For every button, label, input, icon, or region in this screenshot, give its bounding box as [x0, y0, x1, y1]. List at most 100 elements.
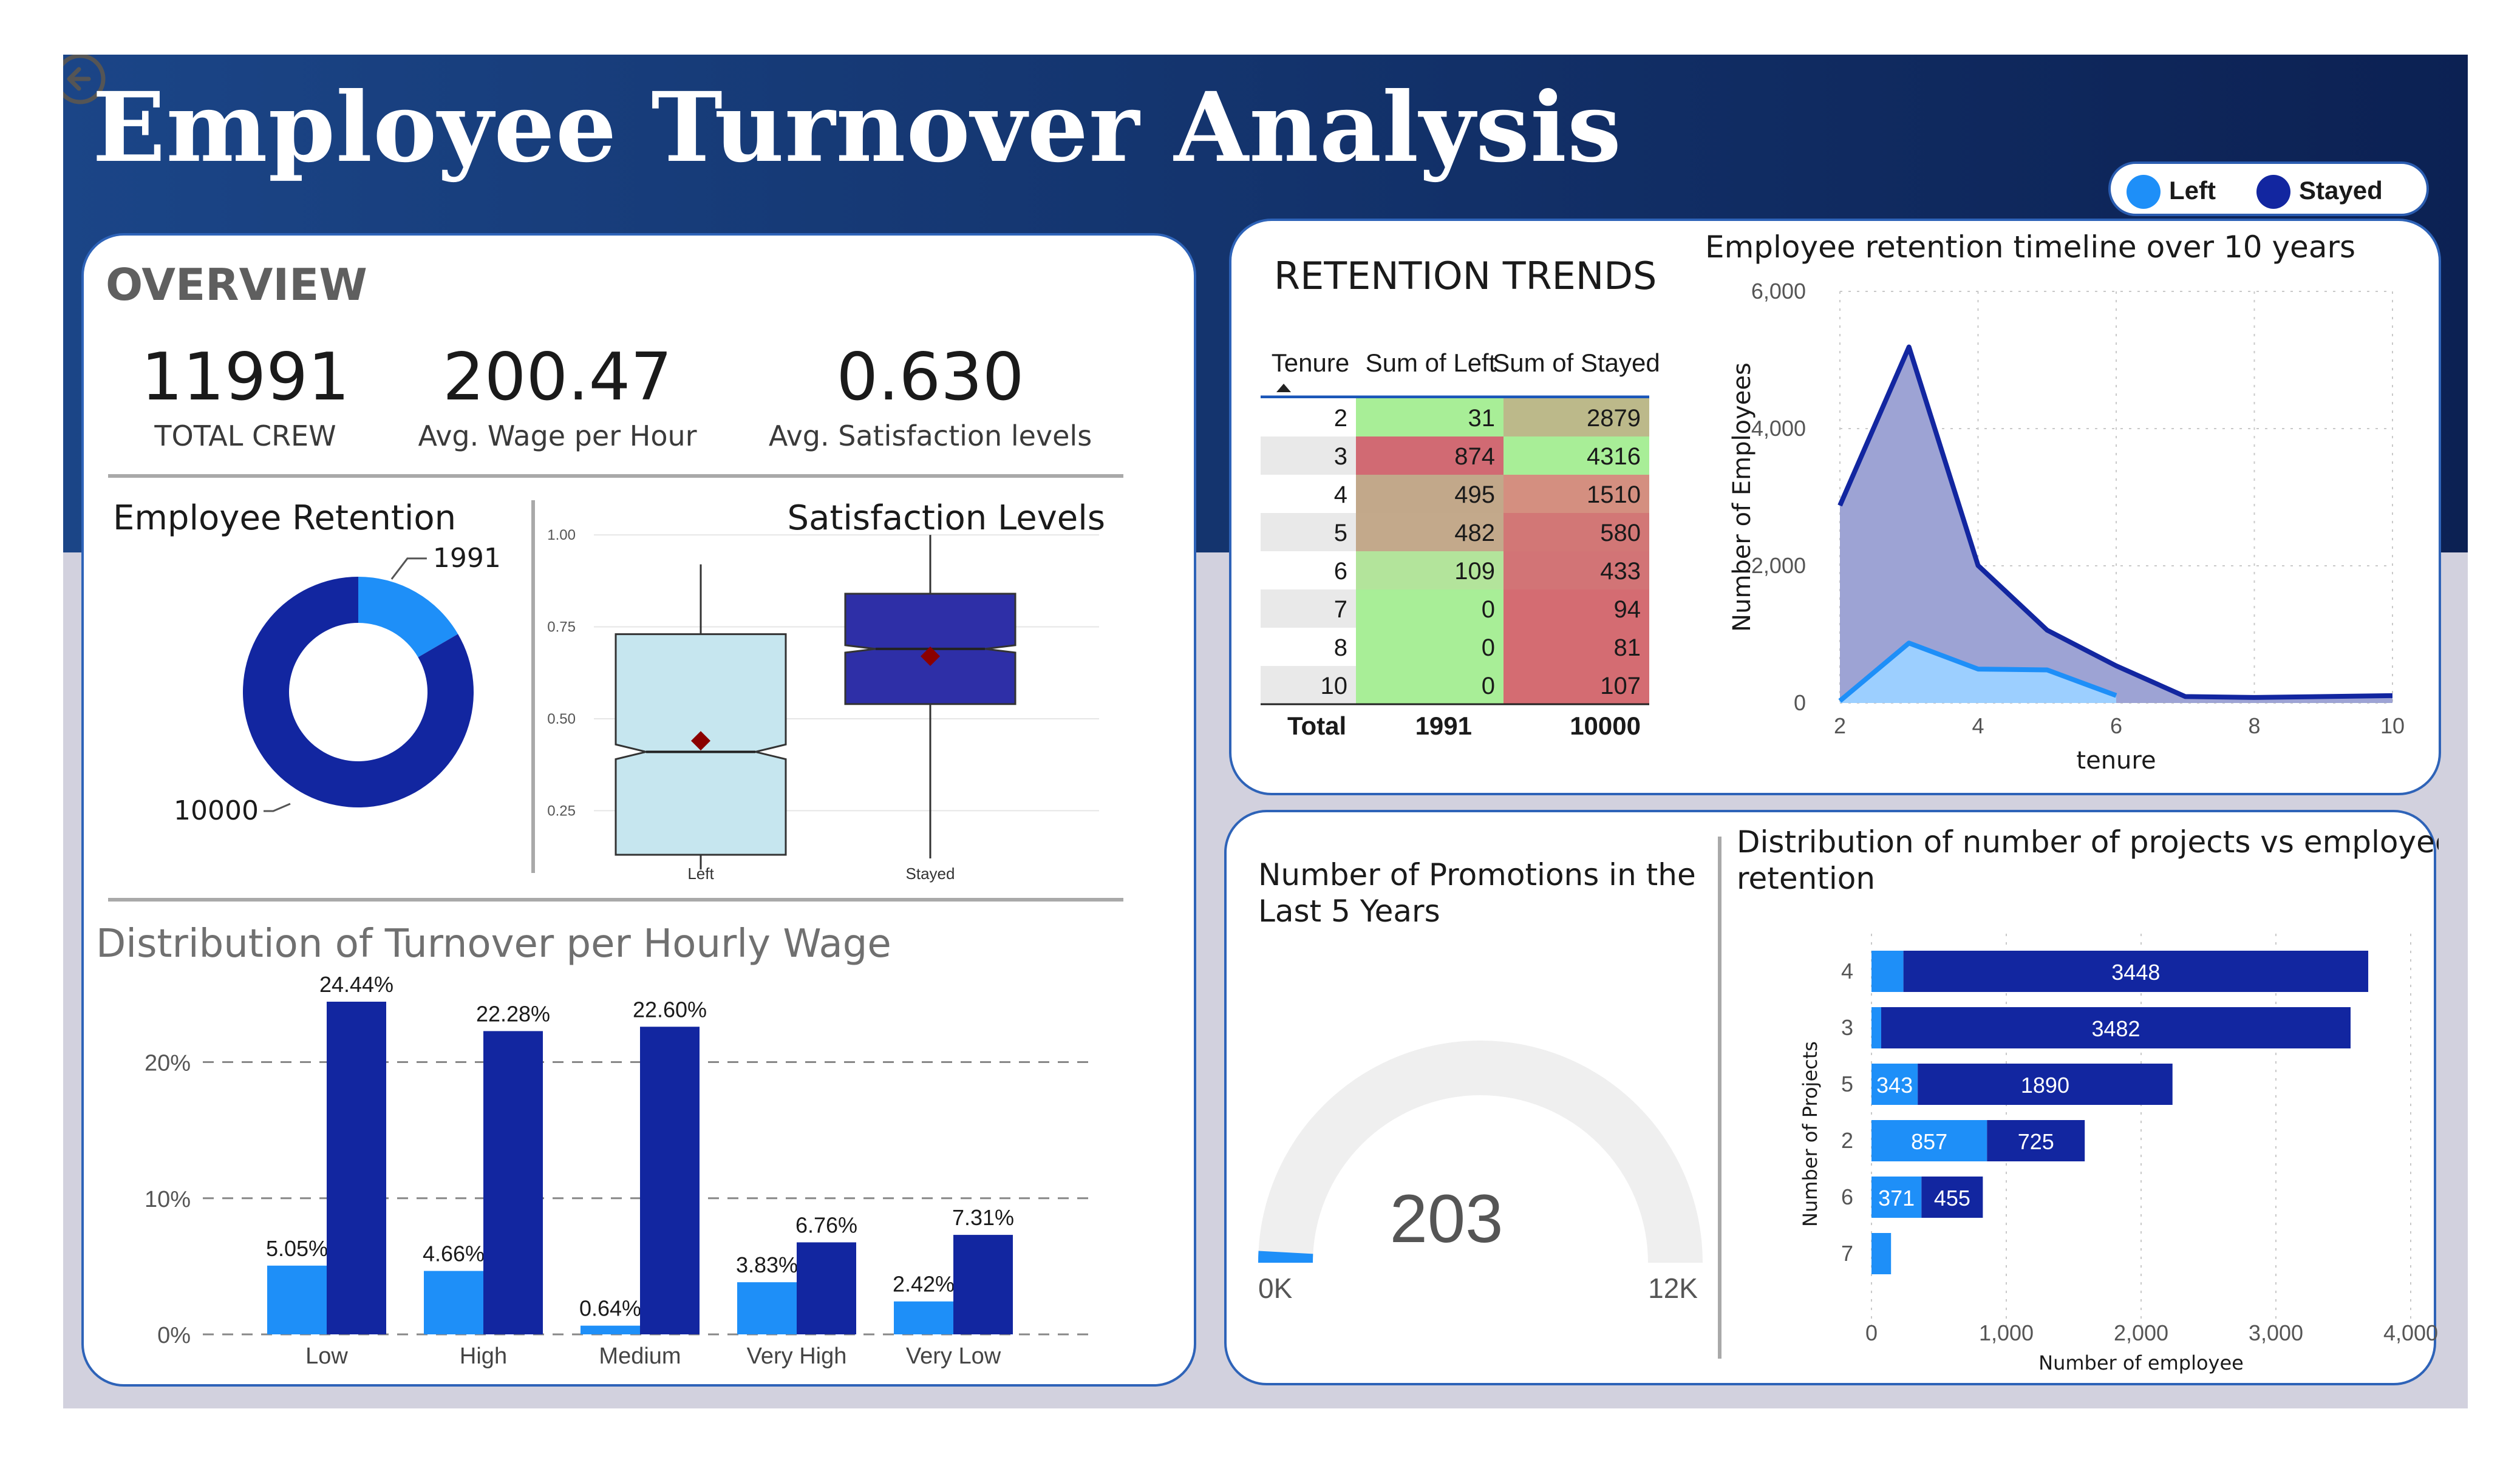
wage-data-label: 6.76% — [795, 1212, 857, 1237]
projects-data-label: 455 — [1934, 1186, 1970, 1211]
projects-y-tick: 7 — [1841, 1241, 1853, 1266]
projects-data-label: 1890 — [2021, 1073, 2069, 1098]
donut-leader-left — [390, 557, 427, 580]
wage-data-label: 24.44% — [319, 972, 393, 997]
projects-x-tick: 3,000 — [2249, 1320, 2303, 1345]
projects-y-tick: 2 — [1841, 1128, 1853, 1153]
overview-card: OVERVIEW 11991 TOTAL CREW 200.47 Avg. Wa… — [81, 233, 1196, 1387]
table-tenure-cell — [1261, 398, 1356, 436]
wage-data-label: 5.05% — [266, 1236, 328, 1261]
projects-x-axis-title: Number of employee — [2038, 1351, 2244, 1374]
page-title: Employee Turnover Analysis — [92, 72, 1622, 184]
timeline-area-chart: 0 2,000 4,000 6,000 2 4 6 8 10 tenure Number of Em… — [1728, 279, 2405, 775]
wage-x-label: Very High — [747, 1343, 847, 1369]
projects-title-line1: Distribution of number of projects vs em… — [1737, 824, 2439, 860]
wage-y-tick: 10% — [145, 1187, 191, 1212]
timeline-y-tick: 4,000 — [1751, 416, 1806, 441]
table-header-tenure: Tenure — [1272, 348, 1349, 377]
projects-bar-chart: 0 1,000 2,000 3,000 4,000 3448 4 3482 3 343 1890 5 8… — [1799, 934, 2438, 1374]
box-y-tick: 0.50 — [547, 711, 576, 727]
timeline-x-tick: 10 — [2380, 713, 2405, 738]
timeline-y-tick: 0 — [1794, 690, 1806, 715]
table-left-cell — [1356, 551, 1503, 589]
timeline-title: Employee retention timeline over 10 year… — [1705, 229, 2355, 265]
table-stayed-cell — [1503, 475, 1649, 513]
sort-arrow-icon — [1276, 384, 1291, 392]
table-left-cell — [1356, 436, 1503, 475]
table-header-stayed: Sum of Stayed — [1493, 348, 1660, 377]
table-left-value: 0 — [1482, 634, 1495, 661]
table-tenure-value: 6 — [1334, 558, 1347, 585]
table-left-value: 0 — [1482, 673, 1495, 699]
table-left-value: 0 — [1482, 596, 1495, 623]
timeline-line-left — [1838, 640, 2117, 703]
table-left-cell — [1356, 398, 1503, 436]
box-mean-marker — [921, 647, 940, 666]
projects-bar-left — [1871, 1120, 1987, 1161]
projects-bar-stayed — [1918, 1064, 2173, 1105]
box-x-label: Stayed — [906, 864, 955, 883]
table-left-value: 482 — [1454, 520, 1495, 546]
table-stayed-cell — [1503, 513, 1649, 551]
retention-donut-title: Employee Retention — [113, 498, 456, 538]
table-left-cell — [1356, 589, 1503, 628]
table-tenure-value: 7 — [1334, 596, 1347, 623]
retention-trends-card: RETENTION TRENDS Tenure Sum of Left Sum of… — [1229, 219, 2441, 795]
table-tenure-cell — [1261, 589, 1356, 628]
wage-bar-left — [424, 1271, 483, 1334]
table-tenure-value: 8 — [1334, 634, 1347, 661]
wage-bar-left — [737, 1282, 797, 1334]
dashboard-canvas: Employee Turnover Analysis Left Stayed O… — [63, 55, 2468, 1408]
projects-data-label: 371 — [1878, 1186, 1915, 1211]
projects-data-label: 857 — [1911, 1129, 1947, 1154]
projects-bar-left — [1871, 1064, 1918, 1105]
timeline-x-tick: 2 — [1834, 713, 1846, 738]
projects-bar-stayed — [1921, 1177, 1983, 1218]
satisfaction-boxplot-chart: 0.25 0.50 0.75 1.00 Left Stayed — [547, 527, 1099, 883]
table-stayed-value: 107 — [1600, 673, 1641, 699]
kpi-total-crew-value: 11991 — [141, 339, 350, 415]
legend-stayed-label: Stayed — [2299, 176, 2383, 205]
projects-x-tick: 4,000 — [2383, 1320, 2438, 1345]
gauge-min-label: 0K — [1258, 1272, 1293, 1304]
box-y-tick: 1.00 — [547, 527, 576, 543]
wage-x-label: Low — [305, 1343, 348, 1369]
kpi-avg-wage-value: 200.47 — [443, 339, 672, 415]
table-left-value: 31 — [1468, 405, 1496, 432]
kpi-avg-wage-label: Avg. Wage per Hour — [418, 419, 696, 452]
timeline-area-left — [1840, 643, 2116, 703]
table-tenure-value: 4 — [1334, 481, 1347, 508]
wage-y-tick: 20% — [145, 1051, 191, 1076]
table-tenure-value: 10 — [1321, 673, 1348, 699]
projects-y-tick: 4 — [1841, 959, 1853, 983]
table-left-cell — [1356, 666, 1503, 704]
projects-y-tick: 5 — [1841, 1072, 1853, 1096]
wage-data-label: 22.28% — [476, 1001, 550, 1026]
wage-x-label: Medium — [599, 1343, 681, 1369]
projects-data-label: 725 — [2018, 1129, 2054, 1154]
kpi-avg-satisfaction-label: Avg. Satisfaction levels — [769, 419, 1092, 452]
wage-data-label: 4.66% — [423, 1241, 485, 1266]
projects-data-label: 343 — [1876, 1073, 1913, 1098]
table-tenure-cell — [1261, 513, 1356, 551]
table-stayed-cell — [1503, 398, 1649, 436]
wage-bar-stayed — [640, 1027, 700, 1334]
wage-bar-left — [581, 1325, 640, 1334]
donut-slice-stayed — [243, 577, 474, 807]
promotions-title-line2: Last 5 Years — [1258, 894, 1440, 929]
table-stayed-value: 2879 — [1587, 405, 1641, 432]
table-stayed-cell — [1503, 628, 1649, 666]
promotions-projects-card: Number of Promotions in the Last 5 Years… — [1224, 810, 2439, 1385]
wage-y-tick: 0% — [157, 1323, 191, 1348]
donut-leader-stayed — [264, 803, 291, 812]
gauge-max-label: 12K — [1648, 1272, 1698, 1304]
projects-bar-stayed — [1987, 1120, 2085, 1161]
donut-label-stayed: 10000 — [174, 795, 259, 826]
gauge-fill — [1258, 1251, 1313, 1263]
wage-x-label: High — [460, 1343, 507, 1369]
projects-y-tick: 3 — [1841, 1015, 1853, 1040]
table-stayed-value: 81 — [1614, 634, 1641, 661]
wage-distribution-title: Distribution of Turnover per Hourly Wage — [96, 922, 891, 966]
back-arrow-circle-icon[interactable] — [63, 55, 107, 106]
